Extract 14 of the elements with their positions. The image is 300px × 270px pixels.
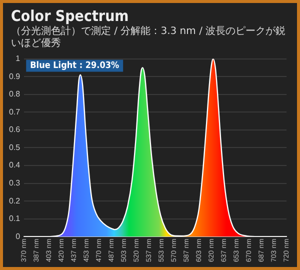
chart-title: Color Spectrum <box>11 7 130 25</box>
y-tick-label: 0.6 <box>8 125 21 134</box>
annotation: Blue Light : 29.03% <box>30 61 120 72</box>
y-tick-label: 0.2 <box>8 196 21 206</box>
y-tick-label: 0.4 <box>8 160 21 170</box>
y-tick-label: 0.1 <box>8 214 21 224</box>
y-tick-label: 0.5 <box>8 142 21 152</box>
y-tick-label: 0.9 <box>8 72 21 81</box>
y-tick-label: 0.3 <box>8 178 21 188</box>
y-tick-label: 1 <box>16 54 21 64</box>
y-tick-label: 0.7 <box>8 107 21 116</box>
y-tick-label: 0 <box>16 232 21 241</box>
chart-subtitle: （分光測色計）で測定 / 分解能：3.3 nm / 波長のピークが鋭いほど優秀 <box>11 26 287 50</box>
y-tick-label: 0.8 <box>8 90 21 99</box>
